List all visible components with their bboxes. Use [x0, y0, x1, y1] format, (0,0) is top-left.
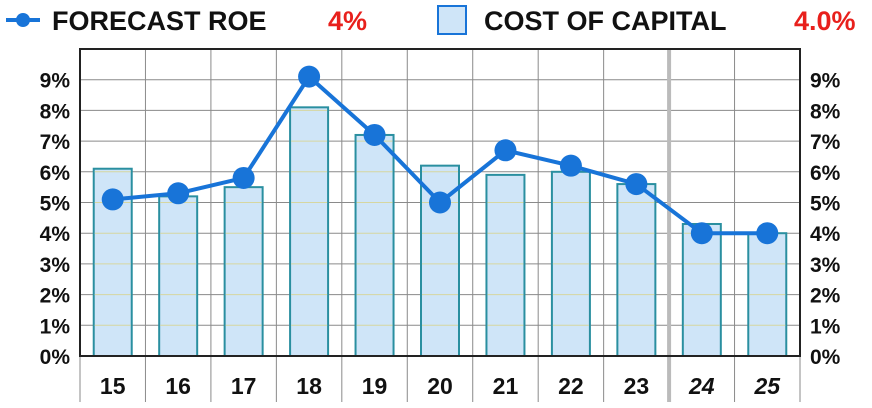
roe-point-23: [625, 173, 648, 196]
ytick-left: 7%: [40, 131, 71, 154]
xtick-20: 20: [427, 373, 453, 399]
legend-cost-label: COST OF CAPITAL: [484, 6, 727, 36]
xtick-16: 16: [165, 373, 191, 399]
roe-point-19: [363, 123, 386, 146]
legend-roe-value: 4%: [328, 6, 367, 36]
bar-16: [158, 195, 199, 357]
xtick-23: 23: [624, 373, 650, 399]
ytick-right: 1%: [810, 315, 841, 338]
roe-point-18: [298, 65, 321, 88]
ytick-right: 0%: [810, 346, 841, 369]
ytick-right: 6%: [810, 162, 841, 185]
ytick-left: 5%: [40, 193, 71, 216]
ytick-left: 8%: [40, 100, 71, 123]
roe-point-24: [690, 222, 713, 245]
bar-19: [354, 133, 395, 357]
legend-roe-label: FORECAST ROE: [52, 6, 267, 36]
legend-roe-marker: [6, 13, 40, 27]
xtick-17: 17: [231, 373, 257, 399]
bar-17: [223, 186, 264, 357]
ytick-left: 1%: [40, 315, 71, 338]
xtick-15: 15: [100, 373, 126, 399]
ytick-right: 3%: [810, 254, 841, 277]
ytick-right: 5%: [810, 193, 841, 216]
ytick-left: 0%: [40, 346, 71, 369]
bar-18: [289, 106, 330, 357]
bar-23: [616, 183, 657, 357]
ytick-left: 2%: [40, 285, 71, 308]
ytick-left: 3%: [40, 254, 71, 277]
ytick-left: 6%: [40, 162, 71, 185]
xtick-21: 21: [493, 373, 519, 399]
legend-cost-swatch: [437, 5, 467, 35]
ytick-left: 9%: [40, 70, 71, 93]
xtick-25: 25: [753, 373, 781, 399]
legend-cost-value: 4.0%: [794, 6, 856, 36]
xtick-24: 24: [688, 373, 715, 399]
ytick-right: 2%: [810, 285, 841, 308]
ytick-right: 9%: [810, 70, 841, 93]
roe-point-21: [494, 139, 517, 162]
roe-point-20: [429, 191, 451, 214]
ytick-right: 7%: [810, 131, 841, 154]
roe-point-25: [756, 222, 779, 245]
plot-border: [79, 48, 801, 357]
ytick-right: 4%: [810, 223, 841, 246]
roe-point-15: [101, 188, 124, 211]
xtick-19: 19: [362, 373, 388, 399]
roe-point-17: [232, 166, 255, 189]
xtick-22: 22: [558, 373, 584, 399]
xtick-18: 18: [296, 373, 322, 399]
ytick-left: 4%: [40, 223, 71, 246]
roe-point-16: [167, 182, 190, 205]
ytick-right: 8%: [810, 100, 841, 123]
legend: FORECAST ROE 4% COST OF CAPITAL 4.0%: [6, 5, 856, 36]
roe-point-22: [559, 154, 582, 177]
plot-area: 0% 0% 1% 1% 2% 2% 3% 3% 4% 4% 5% 5% 6% 6% 7% 7% 8% 8% 9% 9%…: [40, 48, 841, 402]
